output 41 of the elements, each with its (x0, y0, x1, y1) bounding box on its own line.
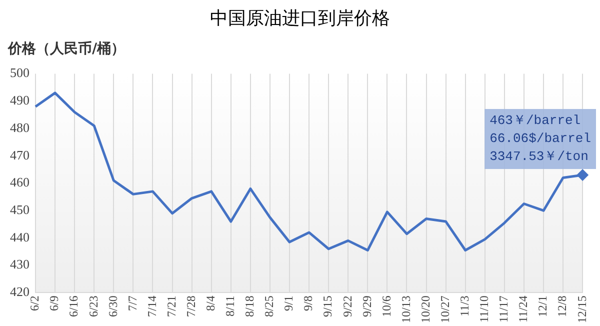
x-tick-label: 11/17 (496, 296, 511, 323)
x-tick-label: 11/10 (477, 296, 492, 323)
x-tick-label: 7/21 (164, 296, 178, 318)
x-tick-label: 11/3 (458, 296, 472, 317)
x-tick-label: 9/1 (282, 296, 296, 312)
x-tick-label: 9/22 (340, 296, 354, 318)
x-tick-label: 10/13 (398, 296, 413, 324)
x-tick-label: 11/24 (516, 296, 530, 323)
annotation: 463￥/barrel 66.06$/barrel 3347.53￥/ton (490, 112, 592, 164)
x-tick-label: 6/2 (28, 296, 42, 312)
chart-title: 中国原油进口到岸价格 (209, 7, 391, 30)
x-tick-label: 10/20 (418, 296, 432, 324)
y-tick-label: 460 (10, 174, 30, 190)
y-tick-label: 430 (10, 256, 30, 272)
x-tick-label: 8/18 (242, 296, 257, 318)
x-tick-label: 10/27 (438, 296, 452, 324)
x-tick-label: 7/28 (184, 296, 198, 318)
x-tick-label: 7/7 (125, 296, 140, 312)
x-tick-label: 12/1 (536, 296, 550, 318)
x-tick-label: 7/14 (144, 296, 159, 318)
x-tick-label: 6/9 (47, 296, 62, 312)
y-tick-label: 420 (10, 284, 30, 300)
x-tick-label: 9/8 (301, 296, 316, 312)
x-tick-label: 8/25 (262, 296, 276, 318)
x-tick-label: 6/30 (106, 296, 120, 318)
x-tick-label: 8/4 (204, 296, 218, 312)
y-tick-label: 480 (10, 120, 30, 135)
x-tick-label: 8/11 (223, 296, 238, 317)
y-tick-label: 490 (10, 92, 30, 108)
y-axis-title: 价格（人民币/桶） (8, 40, 126, 58)
x-tick-label: 12/15 (574, 296, 589, 324)
x-tick-label: 6/16 (66, 296, 81, 318)
y-tick-label: 470 (10, 147, 30, 162)
x-tick-label: 12/8 (555, 296, 570, 318)
x-tick-label: 9/15 (320, 296, 335, 318)
x-tick-label: 6/23 (86, 296, 100, 318)
y-tick-label: 450 (10, 202, 30, 218)
x-tick-label: 9/29 (360, 296, 374, 318)
x-tick-label: 10/6 (379, 296, 394, 318)
y-tick-label: 440 (10, 229, 30, 244)
y-tick-label: 500 (10, 65, 30, 80)
